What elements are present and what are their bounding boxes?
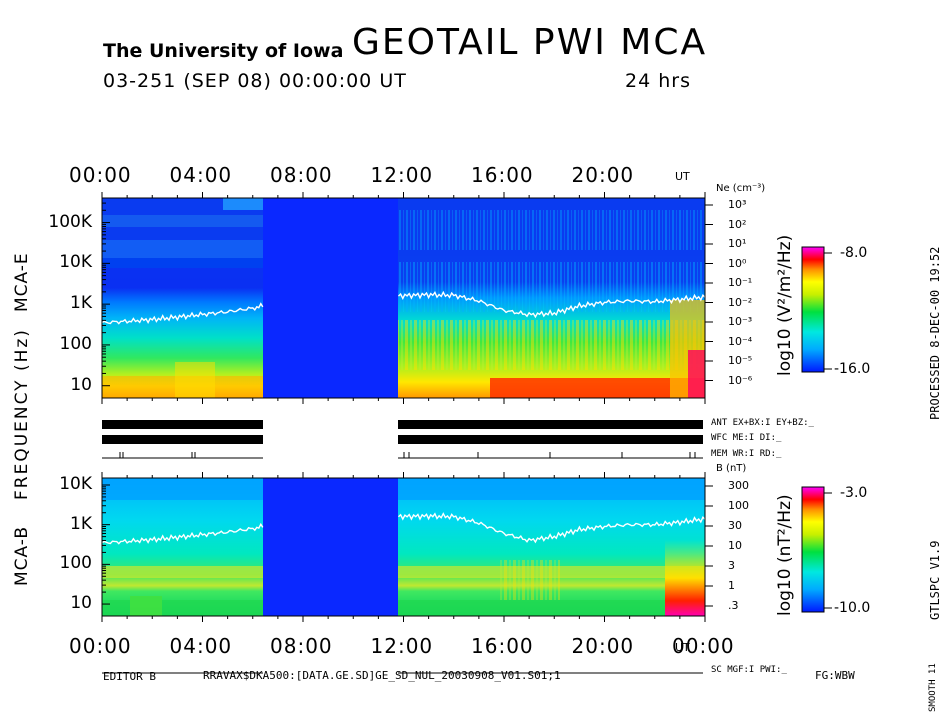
date-line: 03-251 (SEP 08) 00:00:00 UT	[103, 70, 407, 92]
ne-tick-label: 10⁰	[728, 256, 747, 270]
status-line-ant: ANT EX+BX:I EY+BZ:_	[711, 418, 814, 428]
bottom-ut-label: UT	[675, 641, 690, 654]
mca-b-magnetic-line	[101, 522, 264, 545]
ne-tick-label: 10⁻³	[728, 315, 753, 328]
fg-label: FG:WBW	[815, 669, 855, 682]
bottom-time-label: 00:00	[69, 634, 132, 658]
b-tick-label: 100	[728, 499, 749, 512]
mca-b-y-tick-label: 10K	[59, 473, 92, 494]
mca-e-label: MCA-E	[12, 252, 32, 312]
ne-tick-label: 10⁻¹	[728, 276, 753, 289]
mca-e-y-tick-label: 10K	[59, 252, 92, 273]
mca-e-y-tick-label: 1K	[70, 293, 92, 314]
mca-b-y-tick-label: 10	[70, 593, 92, 614]
mca-e-plasma-line	[398, 290, 706, 319]
bottom-time-label: 12:00	[370, 634, 434, 658]
mca-e-data-gap	[263, 198, 398, 398]
mca-e-y-tick-label: 100	[59, 333, 92, 354]
ne-tick-label: 10⁻⁴	[728, 334, 753, 348]
mca-e-y-tick-label: 10	[70, 374, 92, 395]
bottom-time-label: 16:00	[471, 634, 534, 658]
version-stamp: GTLSPC V1.9	[928, 540, 942, 620]
mca-e-panel	[101, 197, 706, 399]
bottom-time-label: 20:00	[571, 634, 635, 658]
top-time-label: 00:00	[69, 163, 132, 187]
top-time-label: 16:00	[471, 163, 534, 187]
ne-tick-label: 10³	[728, 198, 747, 211]
mca-b-panel	[101, 477, 706, 617]
top-time-label: 12:00	[370, 163, 434, 187]
status-line-sc: SC MGF:I PWI:_	[711, 665, 787, 675]
ne-axis-label: Ne (cm⁻³)	[716, 183, 766, 194]
b-axis-label: B (nT)	[716, 463, 747, 474]
mca-b-label: MCA-B	[12, 526, 32, 586]
mca-b-colorbar-min: -10.0	[834, 600, 871, 616]
status-line-mem: MEM WR:I RD:_	[711, 449, 782, 459]
mca-b-data-gap	[263, 478, 398, 616]
mca-b-colorbar-max: -3.0	[840, 485, 868, 501]
processed-stamp: PROCESSED 8-DEC-00 19:52	[928, 246, 942, 420]
bottom-time-label: 08:00	[270, 634, 333, 658]
mca-b-y-tick-label: 100	[59, 553, 92, 574]
mca-b-magnetic-line	[398, 512, 706, 544]
ne-tick-label: 10⁻²	[728, 295, 753, 309]
b-tick-label: 1	[728, 579, 735, 592]
top-ut-label: UT	[675, 170, 690, 183]
b-tick-label: 10	[728, 539, 742, 552]
ne-tick-label: 10⁻⁵	[728, 354, 753, 367]
frequency-axis-label: FREQUENCY (Hz)	[12, 328, 32, 500]
editor-label: EDITOR B	[103, 670, 156, 683]
bottom-time-label: 00:00	[672, 634, 735, 658]
b-tick-label: .3	[728, 599, 739, 612]
ne-tick-label: 10²	[728, 217, 747, 231]
data-file-path: RRAVAX$DKA500:[DATA.GE.SD]GE_SD_NUL_2003…	[203, 669, 561, 682]
top-time-label: 20:00	[571, 163, 635, 187]
mca-b-colorbar-unit: log10 (nT²/Hz)	[775, 494, 795, 616]
mca-b-y-tick-label: 1K	[70, 513, 92, 534]
duration-label: 24 hrs	[625, 70, 691, 92]
status-bars	[102, 420, 703, 674]
top-time-label: 04:00	[169, 163, 233, 187]
b-tick-label: 30	[728, 519, 742, 532]
mca-b-colorbar	[801, 486, 825, 613]
bottom-time-label: 04:00	[169, 634, 233, 658]
mca-e-plasma-line	[101, 302, 264, 325]
instrument-title: GEOTAIL PWI MCA	[352, 22, 708, 63]
mca-b-background	[102, 478, 705, 616]
smooth-stamp: SMOOTH 11	[928, 663, 938, 712]
b-tick-label: 300	[728, 479, 749, 492]
institution-label: The University of Iowa	[103, 40, 344, 62]
mca-e-y-tick-label: 100K	[48, 211, 92, 232]
top-time-label: 08:00	[270, 163, 333, 187]
ne-tick-label: 10⁻⁶	[728, 373, 753, 387]
status-line-wfc: WFC ME:I DI:_	[711, 433, 782, 443]
mca-e-colorbar-max: -8.0	[840, 245, 868, 261]
ne-tick-label: 10¹	[728, 237, 747, 250]
b-tick-label: 3	[728, 559, 735, 572]
mca-e-colorbar-min: -16.0	[834, 361, 871, 377]
mca-e-colorbar-unit: log10 (V²/m²/Hz)	[775, 234, 795, 376]
mca-e-colorbar	[801, 246, 825, 373]
